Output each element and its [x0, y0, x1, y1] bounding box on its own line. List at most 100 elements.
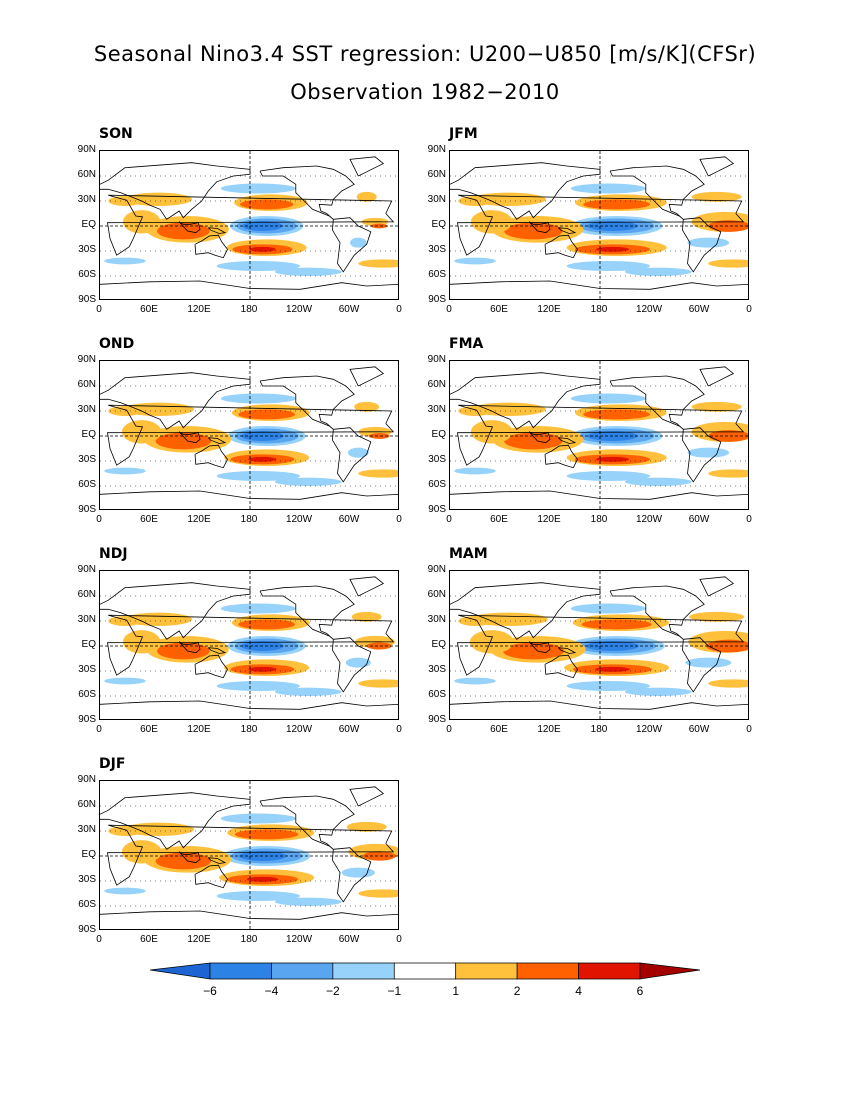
- contour-pos-1: [351, 611, 382, 622]
- lat-tick-label: 90S: [428, 504, 446, 515]
- coastline: [100, 700, 398, 710]
- lat-tick-label: 60N: [427, 379, 446, 390]
- lat-tick-label: 90S: [428, 294, 446, 305]
- lat-tick-label: 60S: [78, 269, 96, 280]
- lon-tick-label: 180: [590, 514, 608, 525]
- contour-pos-1: [358, 259, 398, 268]
- lon-tick-label: 60W: [338, 304, 360, 315]
- contour-pos-1: [469, 630, 514, 654]
- coastline: [609, 585, 705, 640]
- lat-tick-label: 90N: [427, 354, 446, 365]
- lat-tick-label: 60S: [78, 899, 96, 910]
- lat-tick-label: 60N: [77, 169, 96, 180]
- coastline: [450, 162, 601, 220]
- lat-tick-label: 90S: [78, 924, 96, 935]
- contour-neg-1: [104, 887, 146, 895]
- map-panel-djf: [99, 780, 399, 930]
- lat-tick-label: 60S: [428, 479, 446, 490]
- lat-tick-label: 30S: [428, 664, 446, 675]
- map-panel-son: [99, 150, 399, 300]
- lon-tick-label: 60E: [490, 304, 508, 315]
- lon-tick-label: 120E: [187, 934, 211, 945]
- contour-neg-1: [454, 677, 496, 685]
- contour-neg-1: [350, 237, 367, 248]
- lon-tick-label: 180: [240, 304, 258, 315]
- coastline: [450, 372, 601, 430]
- lat-tick-label: EQ: [431, 219, 446, 230]
- contour-pos-1: [470, 210, 513, 234]
- lat-tick-label: 30N: [77, 404, 96, 415]
- colorbar-segment: [516, 962, 579, 980]
- panel-label-fma: FMA: [449, 336, 484, 352]
- coastline: [332, 637, 372, 693]
- lat-tick-label: 90N: [427, 564, 446, 575]
- lon-tick-label: 180: [240, 934, 258, 945]
- map-panel-jfm: [449, 150, 749, 300]
- contour-pos-1: [108, 826, 142, 836]
- contour-pos-1: [121, 420, 162, 444]
- coastline: [178, 221, 201, 234]
- lat-tick-label: 90N: [77, 354, 96, 365]
- lat-tick-label: 30N: [427, 194, 446, 205]
- coastline: [528, 431, 551, 444]
- coastline: [457, 194, 745, 256]
- coastline: [100, 162, 251, 220]
- lat-tick-label: EQ: [431, 429, 446, 440]
- contour-pos-2: [155, 432, 212, 450]
- lon-tick-label: 60W: [688, 514, 710, 525]
- lat-tick-label: 60N: [77, 379, 96, 390]
- contour-neg-1: [625, 477, 692, 486]
- coastline: [100, 910, 398, 920]
- contour-neg-1: [220, 813, 296, 824]
- lon-tick-label: 60E: [490, 724, 508, 735]
- coastline: [208, 437, 227, 444]
- lat-tick-label: 90S: [428, 714, 446, 725]
- lon-tick-label: 60E: [140, 724, 158, 735]
- contour-neg-1: [216, 471, 300, 481]
- coastline: [208, 647, 227, 654]
- coastline: [100, 280, 398, 290]
- lat-tick-label: 30S: [428, 454, 446, 465]
- lat-tick-label: EQ: [431, 639, 446, 650]
- coastline: [528, 641, 551, 654]
- coastline: [107, 404, 395, 466]
- lat-tick-label: 30N: [427, 614, 446, 625]
- coastline: [457, 614, 745, 676]
- colorbar-segment: [455, 962, 518, 980]
- coastline: [457, 404, 745, 466]
- lon-tick-label: 120E: [187, 514, 211, 525]
- lat-tick-label: 90S: [78, 504, 96, 515]
- contour-pos-1: [108, 196, 142, 206]
- panel-label-djf: DJF: [99, 756, 126, 772]
- coastline: [609, 165, 705, 220]
- lon-tick-label: 60W: [688, 304, 710, 315]
- lat-tick-label: 30N: [77, 194, 96, 205]
- lat-tick-label: 90S: [78, 714, 96, 725]
- contour-neg-1: [454, 257, 496, 265]
- contour-neg-1: [104, 257, 146, 265]
- colorbar-segment: [578, 962, 641, 980]
- lon-tick-label: 0: [96, 514, 102, 525]
- contour-pos-2: [504, 432, 563, 450]
- contour-neg-1: [566, 681, 650, 691]
- coastline: [100, 490, 398, 500]
- panel-label-ndj: NDJ: [99, 546, 128, 562]
- contour-pos-4: [249, 246, 276, 252]
- coastline: [332, 217, 372, 273]
- coastline: [332, 847, 372, 903]
- contour-pos-2: [240, 199, 294, 210]
- coastline: [349, 366, 385, 387]
- contour-neg-1: [570, 603, 646, 614]
- contour-pos-2: [370, 223, 388, 229]
- colorbar-segment: [393, 962, 457, 980]
- contour-neg-1: [566, 471, 650, 481]
- coastline: [450, 280, 748, 290]
- contour-neg-1: [275, 897, 342, 906]
- contour-neg-1: [566, 261, 650, 271]
- colorbar-upper-triangle: [639, 962, 700, 980]
- contour-pos-2: [581, 619, 652, 630]
- contour-pos-1: [689, 611, 745, 622]
- lon-tick-label: 0: [746, 514, 752, 525]
- contour-neg-1: [220, 393, 296, 404]
- lat-tick-label: 60N: [427, 589, 446, 600]
